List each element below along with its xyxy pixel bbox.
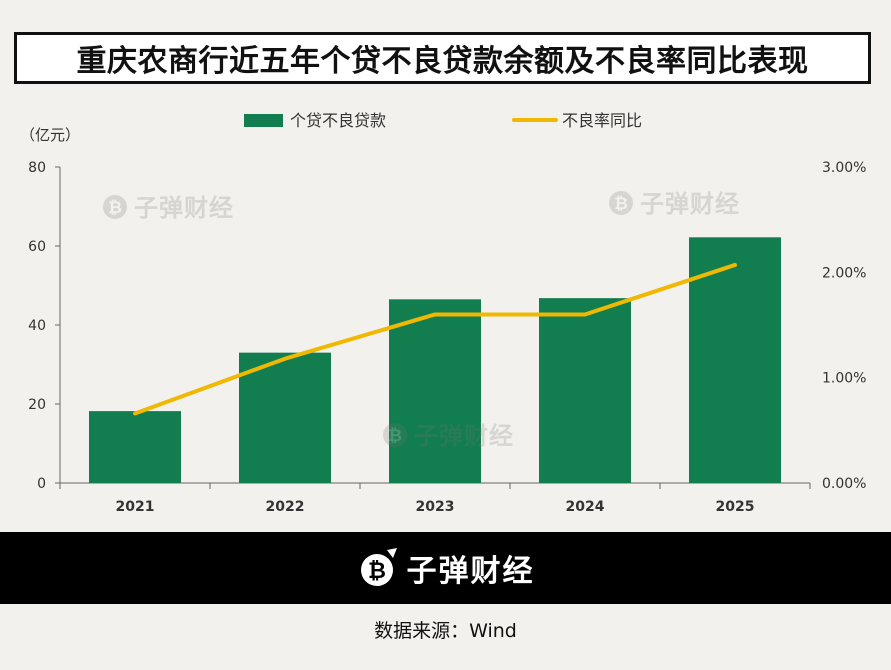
x-tick-label: 2021 — [116, 499, 155, 515]
bitcoin-logo-icon: ₿ — [103, 194, 127, 219]
bar — [539, 298, 631, 483]
y-tick-label: 40 — [28, 318, 46, 334]
watermark-text: 子弹财经 — [414, 422, 514, 450]
y2-tick-label: 1.00% — [822, 371, 866, 387]
legend-bar-swatch — [244, 114, 283, 127]
watermark-text: 子弹财经 — [640, 190, 740, 218]
bar — [89, 411, 181, 483]
watermark: ₿ 子弹财经 — [606, 184, 740, 219]
bitcoin-logo-icon: ₿ — [609, 190, 633, 215]
svg-text:₿: ₿ — [368, 559, 386, 584]
y-tick-label: 20 — [28, 397, 46, 413]
watermark: ₿ 子弹财经 — [100, 188, 234, 223]
x-tick-label: 2025 — [716, 499, 755, 515]
svg-text:₿: ₿ — [108, 198, 122, 218]
data-source: 数据来源：Wind — [374, 620, 517, 642]
bitcoin-logo-icon: ₿ — [383, 422, 407, 447]
legend-line-label: 不良率同比 — [562, 111, 642, 130]
brand-logo: ₿ 子弹财经 — [357, 546, 535, 590]
x-tick-label: 2024 — [566, 499, 605, 515]
bitcoin-bullet-logo-icon: ₿ — [360, 548, 397, 586]
chart: 0 20 40 60 80 0.00% 1.00% 2.00% 3.00% （亿元） 2021 202… — [20, 111, 866, 515]
watermark: ₿ 子弹财经 — [380, 416, 514, 451]
brand-name: 子弹财经 — [406, 554, 535, 589]
chart-title: 重庆农商行近五年个贷不良贷款余额及不良率同比表现 — [76, 44, 809, 79]
y-tick-label: 0 — [37, 476, 46, 492]
bar — [239, 352, 331, 483]
svg-text:₿: ₿ — [388, 426, 402, 446]
title-box: 重庆农商行近五年个贷不良贷款余额及不良率同比表现 — [14, 32, 871, 84]
y2-tick-label: 0.00% — [822, 476, 866, 492]
y2-tick-label: 3.00% — [822, 160, 866, 176]
bar — [389, 299, 481, 483]
legend-bar-label: 个贷不良贷款 — [290, 111, 386, 130]
bar — [689, 237, 781, 483]
x-tick-label: 2022 — [266, 499, 305, 515]
y-tick-label: 60 — [28, 239, 46, 255]
footer-band: ₿ 子弹财经 — [0, 532, 891, 604]
y-unit-label: （亿元） — [20, 126, 80, 144]
y2-tick-label: 2.00% — [822, 265, 866, 281]
watermark-text: 子弹财经 — [134, 194, 234, 222]
x-tick-label: 2023 — [416, 499, 455, 515]
y-tick-label: 80 — [28, 160, 46, 176]
svg-text:₿: ₿ — [614, 194, 628, 214]
